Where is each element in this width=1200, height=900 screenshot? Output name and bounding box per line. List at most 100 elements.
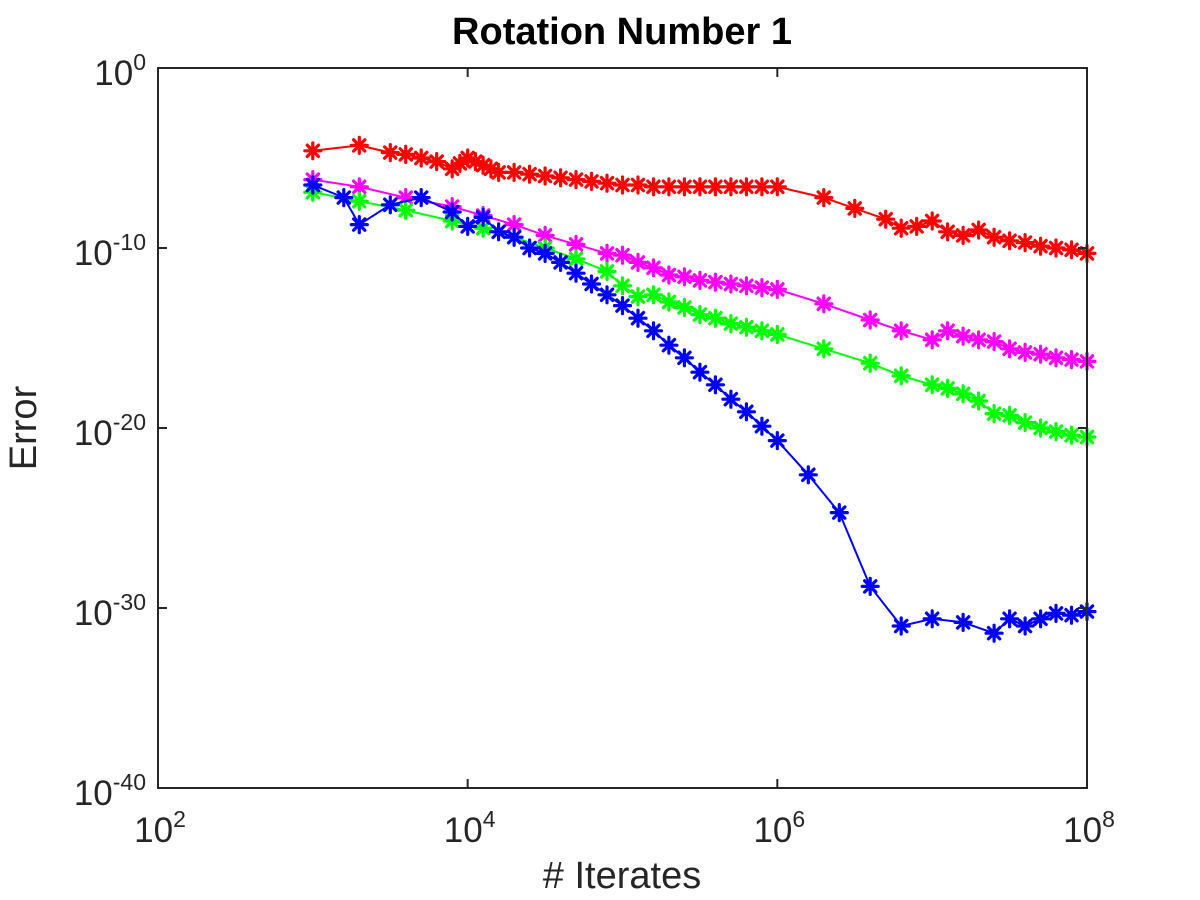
- tick-labels: 102 104 106 108 100 10-10 10-20 10-30 10-40: [74, 49, 1115, 850]
- data-point-red: [690, 177, 710, 197]
- data-point-magenta: [705, 272, 725, 292]
- data-point-red: [442, 159, 462, 179]
- data-point-red: [597, 173, 617, 193]
- data-point-magenta: [736, 276, 756, 296]
- data-point-blue: [411, 188, 431, 208]
- series-blue: [303, 175, 1097, 643]
- series-line-blue: [312, 184, 1088, 635]
- data-point-magenta: [1031, 344, 1051, 364]
- x-tick-label: 108: [1063, 806, 1115, 850]
- data-point-blue: [473, 207, 493, 227]
- data-point-red: [953, 225, 973, 245]
- data-point-red: [1046, 238, 1066, 258]
- data-point-magenta: [922, 330, 942, 350]
- data-point-red: [473, 155, 493, 175]
- data-point-green: [674, 297, 694, 317]
- data-point-red: [628, 175, 648, 195]
- data-point-red: [520, 164, 540, 184]
- data-point-red: [612, 175, 633, 195]
- data-point-green: [659, 292, 679, 312]
- data-point-blue: [643, 321, 664, 341]
- data-point-red: [489, 162, 509, 182]
- data-point-blue: [860, 576, 880, 596]
- data-point-magenta: [752, 278, 772, 298]
- data-point-red: [458, 148, 478, 168]
- data-point-red: [876, 209, 896, 229]
- data-point-red: [396, 144, 416, 164]
- data-point-blue: [767, 431, 787, 451]
- data-point-blue: [334, 188, 354, 208]
- data-point-red: [303, 141, 323, 161]
- data-point-blue: [612, 296, 633, 316]
- data-point-red: [380, 143, 400, 163]
- data-point-blue: [1000, 609, 1020, 629]
- data-point-green: [473, 218, 493, 238]
- data-point-red: [1031, 236, 1051, 256]
- data-point-red: [349, 135, 369, 155]
- y-tick-label: 10-10: [74, 229, 146, 273]
- data-point-magenta: [597, 243, 617, 263]
- data-point-green: [349, 191, 369, 211]
- data-point-red: [566, 170, 586, 190]
- data-point-magenta: [1061, 350, 1082, 370]
- data-point-magenta: [938, 321, 958, 341]
- data-point-red: [1061, 240, 1082, 260]
- data-point-green: [566, 249, 586, 269]
- y-tick-label: 10-30: [74, 589, 146, 633]
- data-point-red: [938, 222, 958, 242]
- data-point-magenta: [969, 330, 989, 350]
- data-point-magenta: [628, 252, 648, 272]
- data-point-red: [581, 171, 602, 191]
- data-point-red: [659, 177, 679, 197]
- data-point-magenta: [1046, 348, 1066, 368]
- data-point-red: [969, 220, 989, 240]
- data-point-red: [643, 177, 664, 197]
- data-point-blue: [520, 238, 540, 258]
- data-point-magenta: [674, 267, 694, 287]
- data-point-magenta: [891, 321, 911, 341]
- data-point-blue: [597, 285, 617, 305]
- data-point-red: [891, 218, 911, 238]
- x-tick-label: 104: [444, 806, 496, 850]
- data-point-blue: [1031, 609, 1051, 629]
- data-point-red: [767, 177, 787, 197]
- data-point-blue: [535, 243, 555, 263]
- data-point-green: [643, 285, 664, 305]
- data-point-red: [907, 216, 927, 236]
- data-point-red: [705, 177, 725, 197]
- data-point-blue: [551, 252, 571, 272]
- data-point-red: [535, 166, 555, 186]
- data-point-red: [752, 177, 772, 197]
- data-point-blue: [829, 503, 849, 523]
- tick-marks: [157, 67, 1088, 789]
- y-tick-label: 10-20: [74, 409, 146, 453]
- series-green: [303, 182, 1097, 447]
- y-axis-label: Error: [3, 385, 45, 470]
- data-point-green: [891, 366, 911, 386]
- data-point-blue: [380, 195, 400, 215]
- data-point-green: [814, 339, 834, 359]
- data-point-green: [1031, 418, 1051, 438]
- data-point-green: [1000, 405, 1020, 425]
- data-point-blue: [752, 416, 772, 436]
- series-layer: [303, 135, 1097, 643]
- data-point-blue: [303, 175, 323, 195]
- data-point-red: [721, 177, 741, 197]
- data-point-green: [612, 276, 633, 296]
- data-point-green: [705, 308, 725, 328]
- data-point-magenta: [349, 177, 369, 197]
- data-point-green: [1015, 413, 1035, 433]
- x-tick-label: 106: [753, 806, 805, 850]
- data-point-magenta: [643, 258, 664, 278]
- data-point-blue: [705, 375, 725, 395]
- data-point-red: [674, 177, 694, 197]
- data-point-magenta: [721, 274, 741, 294]
- data-point-blue: [628, 308, 648, 328]
- data-point-green: [690, 305, 710, 325]
- data-point-green: [767, 324, 787, 344]
- data-point-red: [427, 152, 447, 172]
- data-point-magenta: [535, 225, 555, 245]
- data-point-magenta: [504, 215, 524, 235]
- data-point-blue: [798, 465, 818, 485]
